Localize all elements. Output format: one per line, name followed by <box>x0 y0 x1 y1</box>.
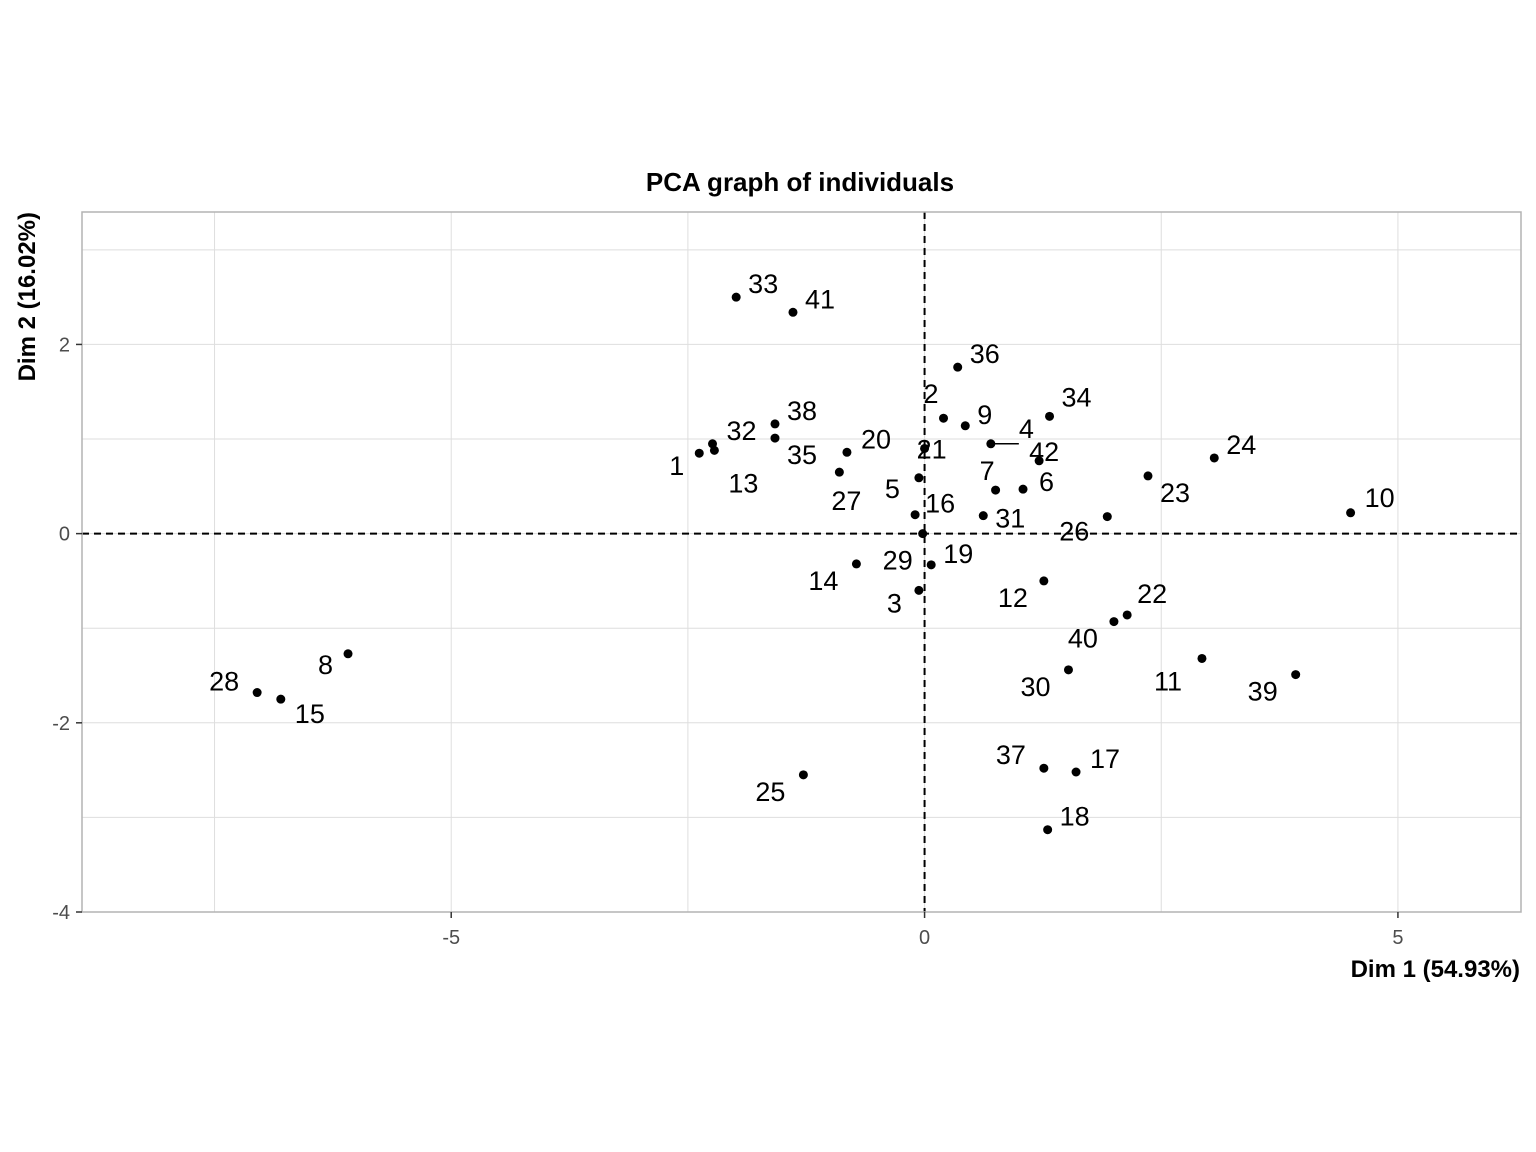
point-label-24: 24 <box>1226 430 1256 460</box>
data-point-33 <box>731 292 741 302</box>
point-label-36: 36 <box>970 339 1000 369</box>
x-tick-label: 0 <box>919 927 930 949</box>
data-point-1 <box>694 448 704 458</box>
x-tick-label: -5 <box>442 927 460 949</box>
y-tick-label: 2 <box>59 334 70 356</box>
point-label-17: 17 <box>1090 744 1120 774</box>
point-label-1: 1 <box>669 451 684 481</box>
reference-lines <box>82 212 1521 912</box>
point-label-7: 7 <box>980 456 995 486</box>
data-point-34 <box>1045 411 1055 421</box>
data-point-29 <box>918 529 928 539</box>
data-point-22 <box>1122 610 1132 620</box>
point-label-34: 34 <box>1062 382 1092 412</box>
y-tick-label: -2 <box>52 713 70 735</box>
point-label-4: 4 <box>1019 414 1034 444</box>
data-point-6 <box>1018 484 1028 494</box>
point-label-28: 28 <box>209 667 239 697</box>
data-point-20 <box>842 447 852 457</box>
data-point-8 <box>343 649 353 659</box>
point-label-31: 31 <box>995 504 1025 534</box>
point-label-11: 11 <box>1154 666 1182 696</box>
data-point-24 <box>1209 453 1219 463</box>
point-label-41: 41 <box>805 284 835 314</box>
point-label-40: 40 <box>1068 624 1098 654</box>
data-point-7 <box>991 485 1001 495</box>
point-label-14: 14 <box>808 566 838 596</box>
x-tick-label: 5 <box>1392 927 1403 949</box>
data-point-31 <box>978 511 988 521</box>
point-label-9: 9 <box>977 400 992 430</box>
axis-ticks: -5 0 5 -4 -2 0 2 <box>52 334 1403 949</box>
point-label-13: 13 <box>728 468 758 498</box>
point-label-22: 22 <box>1137 579 1167 609</box>
data-point-17 <box>1071 767 1081 777</box>
point-label-2: 2 <box>924 379 939 409</box>
data-point-9 <box>960 421 970 431</box>
data-point-26 <box>1102 512 1112 522</box>
data-point-38 <box>770 419 780 429</box>
point-label-38: 38 <box>787 396 817 426</box>
data-point-3 <box>914 585 924 595</box>
point-label-5: 5 <box>885 474 900 504</box>
data-point-15 <box>276 694 286 704</box>
y-tick-label: -4 <box>52 902 70 924</box>
point-label-42: 42 <box>1029 437 1059 467</box>
data-point-36 <box>953 362 963 372</box>
y-tick-label: 0 <box>59 524 70 546</box>
data-point-18 <box>1043 825 1053 835</box>
data-point-40 <box>1109 617 1119 627</box>
point-label-20: 20 <box>861 424 891 454</box>
data-point-28 <box>252 688 262 698</box>
point-label-12: 12 <box>998 583 1028 613</box>
point-label-3: 3 <box>887 588 902 618</box>
data-point-21 <box>920 443 930 453</box>
point-label-6: 6 <box>1039 467 1054 497</box>
plot-panel <box>81 211 1522 913</box>
point-label-27: 27 <box>831 486 861 516</box>
data-point-41 <box>788 307 798 317</box>
data-point-2 <box>939 413 949 423</box>
data-point-30 <box>1063 665 1073 675</box>
data-point-39 <box>1291 670 1301 680</box>
data-point-37 <box>1039 763 1049 773</box>
point-label-23: 23 <box>1160 478 1190 508</box>
data-point-19 <box>926 560 936 570</box>
point-label-30: 30 <box>1020 672 1050 702</box>
point-label-26: 26 <box>1059 517 1089 547</box>
data-point-25 <box>798 770 808 780</box>
point-label-33: 33 <box>748 269 778 299</box>
data-point-32 <box>708 439 718 449</box>
data-point-42 <box>1034 456 1044 466</box>
x-axis-label: Dim 1 (54.93%) <box>1351 956 1520 983</box>
point-label-37: 37 <box>996 740 1026 770</box>
grid-lines <box>82 212 1521 913</box>
point-label-29: 29 <box>883 546 913 576</box>
point-label-32: 32 <box>727 416 757 446</box>
data-point-11 <box>1197 653 1207 663</box>
data-point-12 <box>1039 576 1049 586</box>
point-label-19: 19 <box>943 539 973 569</box>
data-point-23 <box>1143 471 1153 481</box>
data-point-27 <box>834 467 844 477</box>
point-label-35: 35 <box>787 440 817 470</box>
chart-title: PCA graph of individuals <box>646 167 954 197</box>
point-label-8: 8 <box>318 650 333 680</box>
point-label-25: 25 <box>755 777 785 807</box>
data-point-16 <box>910 510 920 520</box>
point-label-15: 15 <box>295 699 325 729</box>
y-axis-label: Dim 2 (16.02%) <box>14 212 41 381</box>
point-label-18: 18 <box>1060 802 1090 832</box>
data-points <box>252 292 1356 835</box>
point-label-21: 21 <box>917 434 947 464</box>
point-label-39: 39 <box>1248 677 1278 707</box>
data-point-5 <box>914 473 924 483</box>
point-label-10: 10 <box>1365 483 1395 513</box>
data-point-35 <box>770 433 780 443</box>
data-point-10 <box>1346 508 1356 518</box>
point-label-16: 16 <box>925 489 955 519</box>
data-point-14 <box>851 559 861 569</box>
